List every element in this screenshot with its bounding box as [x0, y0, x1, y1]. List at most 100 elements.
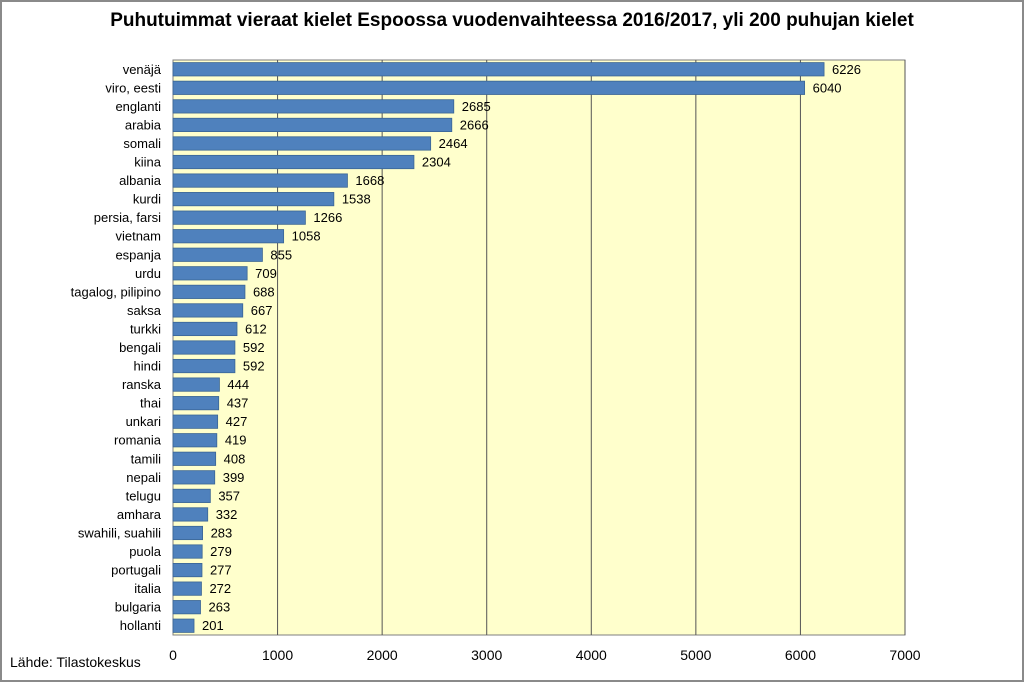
- bar: [172, 600, 201, 615]
- category-label: urdu: [135, 266, 161, 281]
- category-label: hollanti: [120, 618, 161, 633]
- bar: [172, 581, 202, 596]
- category-label: amhara: [117, 507, 162, 522]
- x-tick-label: 7000: [889, 647, 920, 663]
- data-label: 1058: [292, 229, 321, 244]
- category-label: turkki: [130, 321, 161, 336]
- data-label: 855: [270, 247, 292, 262]
- data-label: 667: [251, 303, 273, 318]
- data-label: 2666: [460, 117, 489, 132]
- data-label: 592: [243, 359, 265, 374]
- bar: [172, 470, 216, 485]
- data-label: 399: [223, 470, 245, 485]
- category-label: romania: [114, 433, 162, 448]
- data-label: 6040: [813, 80, 842, 95]
- data-label: 2685: [462, 99, 491, 114]
- category-labels: venäjä viro, eesti englanti arabia somali kii…: [71, 62, 162, 633]
- data-label: 437: [227, 396, 249, 411]
- category-label: italia: [134, 581, 162, 596]
- bar: [172, 488, 211, 503]
- bar: [172, 210, 306, 225]
- bar: [172, 377, 220, 392]
- data-label: 419: [225, 433, 247, 448]
- bar: [172, 433, 218, 448]
- data-label: 1266: [313, 210, 342, 225]
- category-label: puola: [129, 544, 162, 559]
- bar: [172, 99, 455, 114]
- bar: [172, 507, 209, 522]
- category-label: unkari: [126, 414, 162, 429]
- bar: [172, 154, 415, 170]
- data-label: 688: [253, 284, 275, 299]
- category-label: viro, eesti: [105, 80, 161, 95]
- category-label: portugali: [111, 563, 161, 578]
- bar: [172, 303, 244, 318]
- category-label: albania: [119, 173, 162, 188]
- data-label: 6226: [832, 62, 861, 77]
- category-label: nepali: [126, 470, 161, 485]
- data-label: 272: [209, 581, 231, 596]
- data-label: 427: [226, 414, 248, 429]
- bar: [172, 136, 432, 151]
- category-label: arabia: [125, 117, 162, 132]
- data-label: 332: [216, 507, 238, 522]
- x-tick-label: 5000: [680, 647, 711, 663]
- bar: [172, 173, 348, 188]
- x-tick-label: 1000: [262, 647, 293, 663]
- data-label: 2464: [439, 136, 468, 151]
- bar: [172, 563, 203, 578]
- bar: [172, 247, 263, 262]
- category-label: swahili, suahili: [78, 525, 161, 540]
- data-label: 1668: [355, 173, 384, 188]
- x-tick-labels: 0 1000 2000 3000 4000 5000 6000 7000: [169, 647, 921, 663]
- bar: [172, 62, 825, 77]
- x-tick-label: 4000: [576, 647, 607, 663]
- data-label: 283: [211, 525, 233, 540]
- data-label: 277: [210, 563, 232, 578]
- bar: [172, 544, 203, 559]
- category-label: bengali: [119, 340, 161, 355]
- x-tick-label: 2000: [367, 647, 398, 663]
- category-label: bulgaria: [115, 600, 162, 615]
- gridlines: [277, 60, 906, 635]
- category-label: tagalog, pilipino: [71, 284, 161, 299]
- bar: [172, 229, 285, 244]
- category-label: englanti: [115, 99, 161, 114]
- x-tick-label: 3000: [471, 647, 502, 663]
- data-label: 612: [245, 321, 267, 336]
- bar: [172, 321, 238, 337]
- data-label: 279: [210, 544, 232, 559]
- data-label: 1538: [342, 192, 371, 207]
- category-label: kiina: [134, 155, 162, 170]
- category-label: venäjä: [123, 62, 162, 77]
- data-label: 709: [255, 266, 277, 281]
- bar: [172, 117, 453, 132]
- data-label: 201: [202, 618, 224, 633]
- category-label: saksa: [127, 303, 162, 318]
- category-label: hindi: [134, 359, 162, 374]
- category-label: tamili: [131, 451, 161, 466]
- data-label: 408: [224, 451, 246, 466]
- data-label: 2304: [422, 155, 451, 170]
- data-label: 592: [243, 340, 265, 355]
- data-label: 444: [227, 377, 249, 392]
- data-label: 263: [209, 600, 231, 615]
- source-note: Lähde: Tilastokeskus: [10, 654, 141, 670]
- category-label: espanja: [115, 247, 161, 262]
- data-label: 357: [218, 488, 240, 503]
- bar: [172, 340, 236, 355]
- category-label: persia, farsi: [94, 210, 161, 225]
- bar: [172, 414, 219, 429]
- x-tick-label: 6000: [785, 647, 816, 663]
- chart-title: Puhutuimmat vieraat kielet Espoossa vuod…: [110, 10, 914, 31]
- category-label: telugu: [126, 488, 161, 503]
- bar: [172, 396, 220, 411]
- bar: [172, 358, 236, 374]
- category-label: kurdi: [133, 192, 161, 207]
- bar: [172, 618, 195, 633]
- category-label: somali: [123, 136, 161, 151]
- category-label: vietnam: [115, 229, 161, 244]
- bar: [172, 192, 335, 207]
